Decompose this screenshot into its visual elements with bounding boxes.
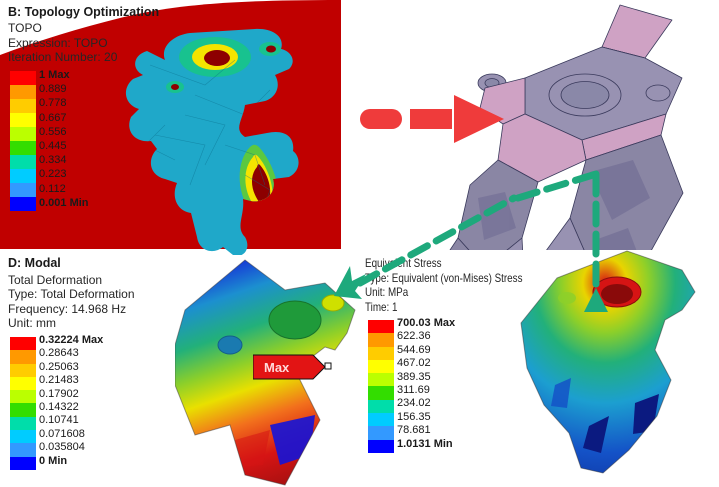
svg-text:Max: Max: [264, 360, 290, 375]
